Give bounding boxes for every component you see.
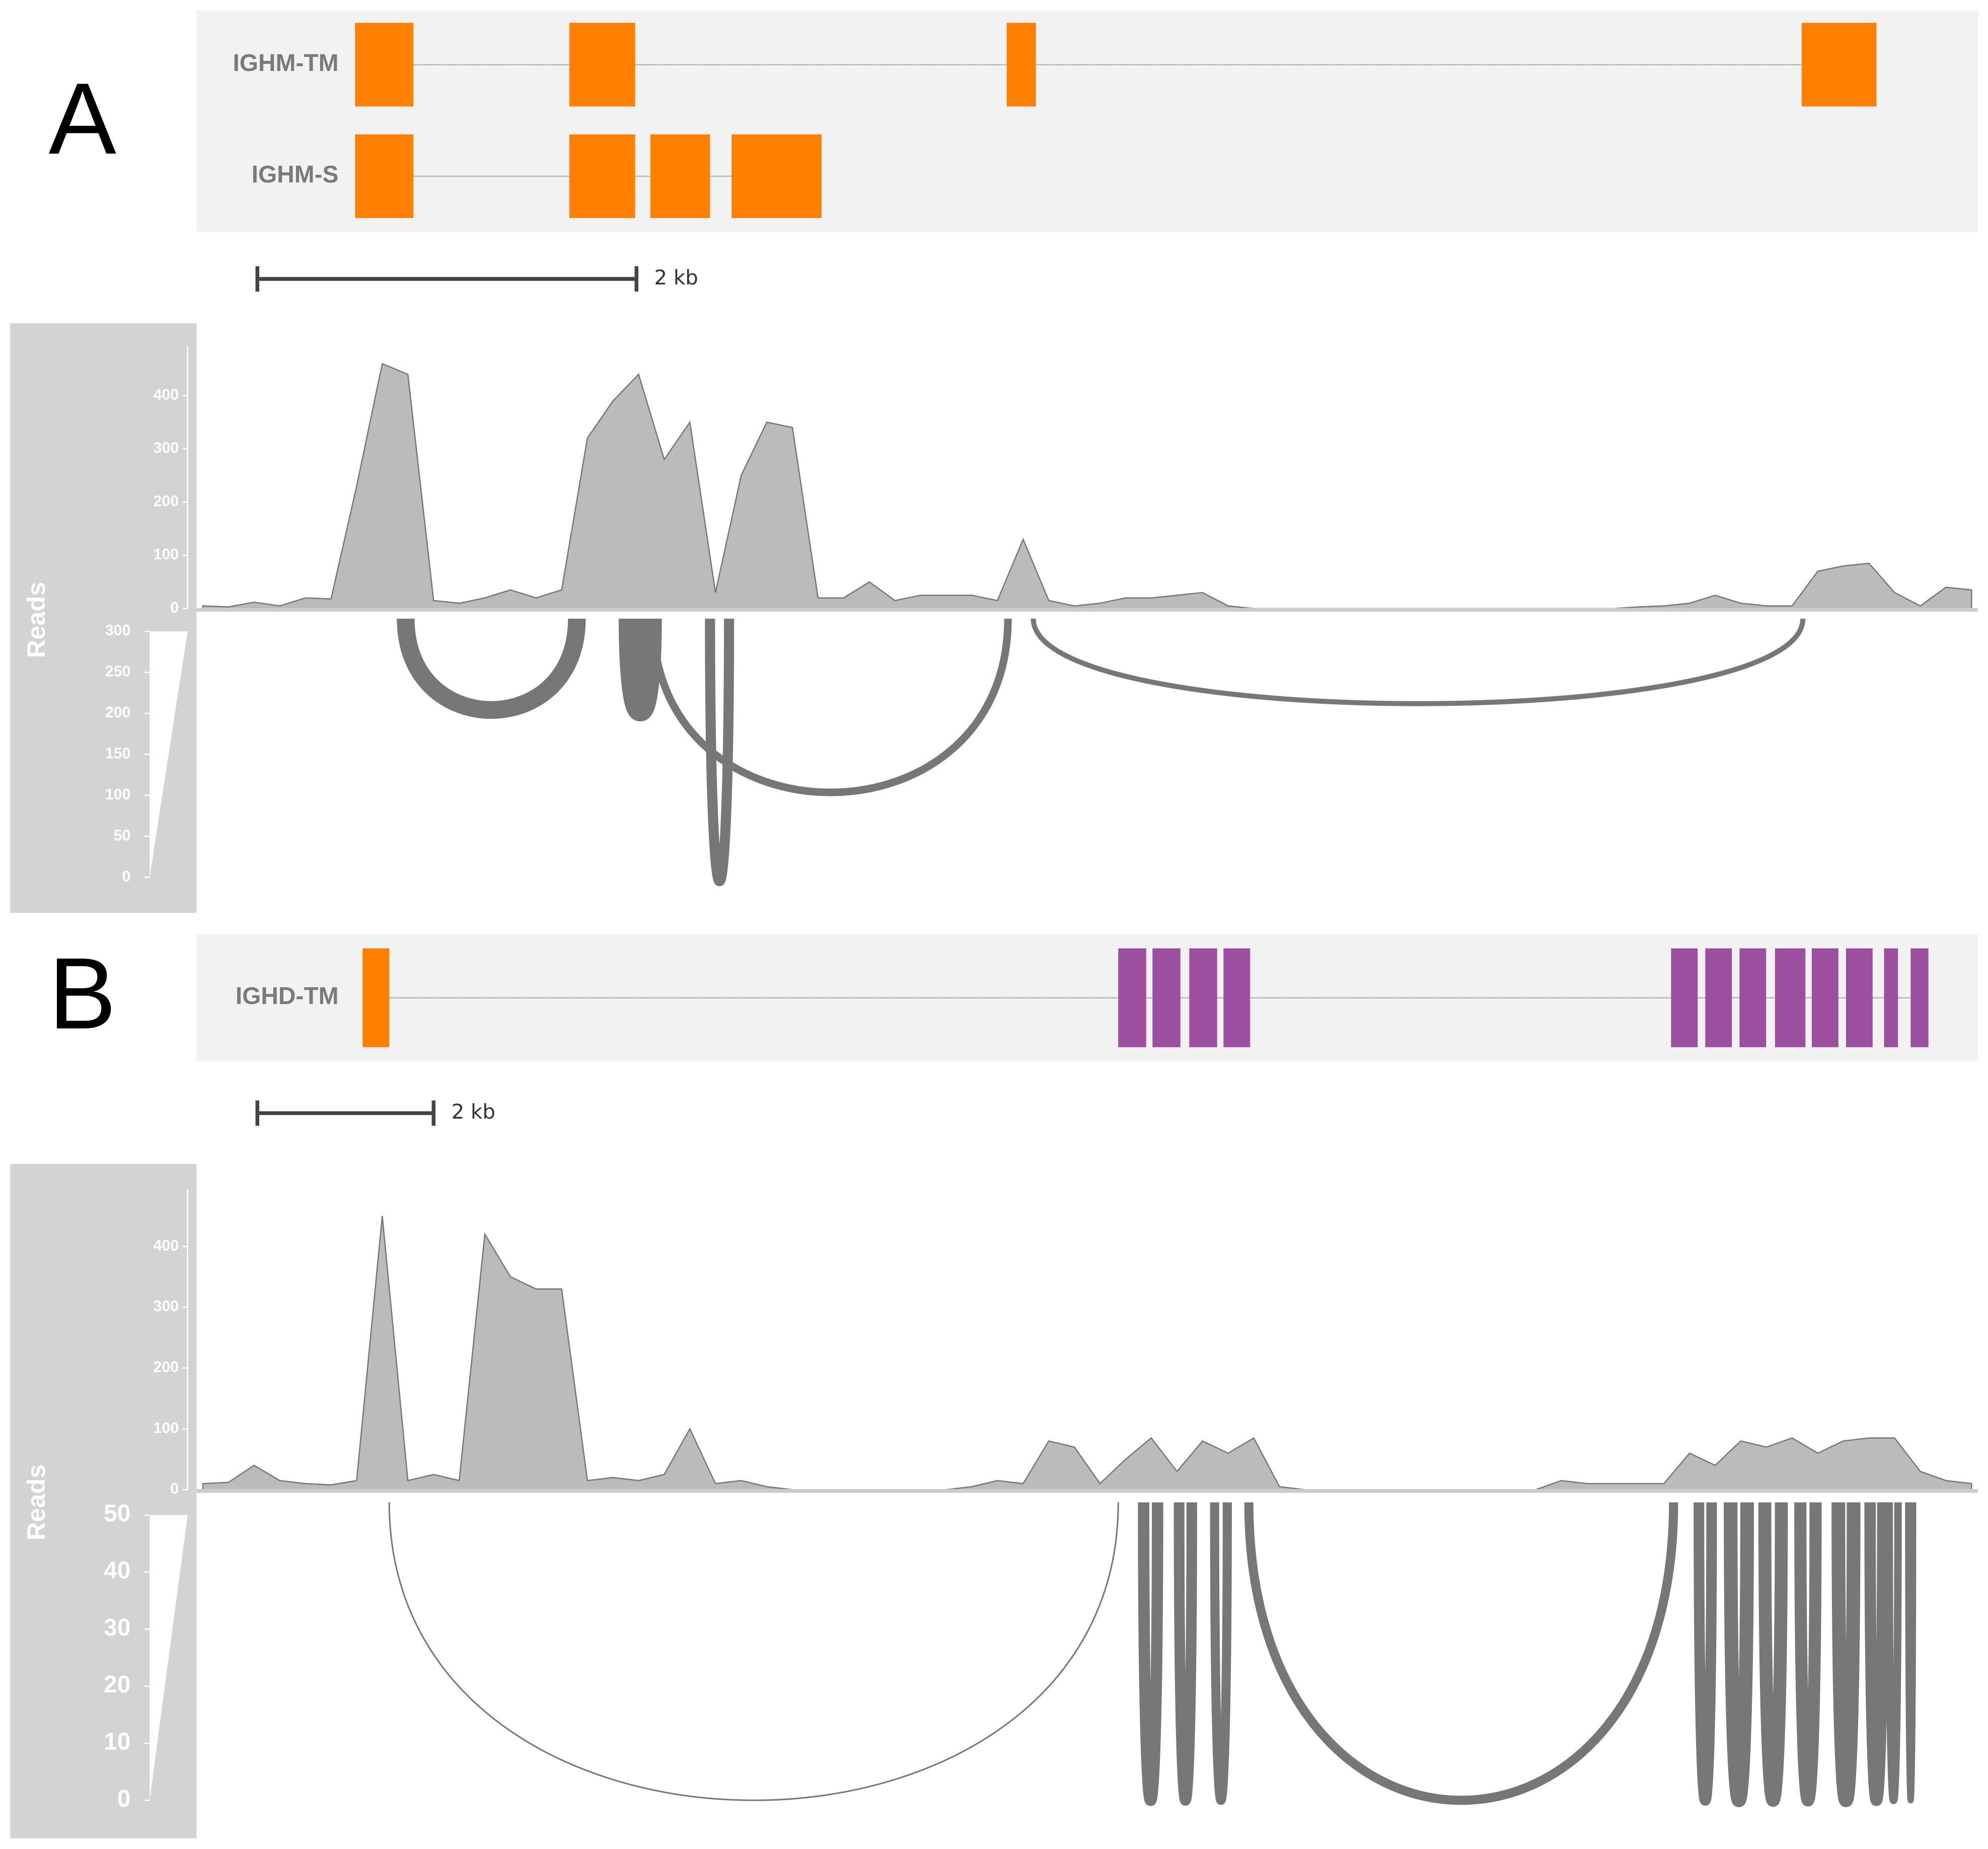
- junction-arc: [705, 619, 734, 886]
- junction-arc: [619, 619, 662, 721]
- junction-arc: [1905, 1502, 1917, 1804]
- junction-arc: [1210, 1502, 1232, 1805]
- coverage-area: [202, 362, 1972, 610]
- junction-arc: [1758, 1502, 1788, 1807]
- junction-tick-label: 50: [104, 1500, 130, 1527]
- junction-tick-label: 0: [117, 1786, 131, 1812]
- junction-tick-label: 20: [104, 1671, 130, 1698]
- exon: [569, 23, 635, 107]
- y-tick-label: 0: [170, 600, 179, 616]
- junction-tick-label: 40: [104, 1558, 130, 1584]
- exon: [1118, 948, 1146, 1048]
- exon: [1775, 948, 1806, 1048]
- exon: [731, 134, 822, 218]
- y-tick-label: 300: [154, 440, 179, 457]
- exon: [1152, 948, 1181, 1048]
- transcript-name: IGHD-TM: [236, 983, 339, 1010]
- panel-letter: B: [49, 937, 116, 1050]
- panel-letter: A: [49, 62, 116, 175]
- junction-arc: [1173, 1502, 1197, 1806]
- y-tick-label: 400: [154, 387, 179, 403]
- y-tick-label: 200: [154, 1359, 179, 1376]
- exon: [1223, 948, 1250, 1048]
- exon: [1705, 948, 1732, 1048]
- exon: [1811, 948, 1838, 1048]
- transcript-panel: [196, 10, 1978, 232]
- junction-arc: [1138, 1502, 1163, 1806]
- junction-tick-label: 250: [105, 663, 130, 680]
- y-tick-label: 200: [154, 493, 179, 509]
- y-tick-label: 400: [154, 1237, 179, 1254]
- junction-arc: [1244, 1502, 1678, 1805]
- junction-tick-label: 50: [114, 827, 131, 844]
- exon: [355, 134, 414, 218]
- reads-panel: [10, 1163, 197, 1838]
- y-tick-label: 100: [154, 546, 179, 563]
- junction-tick-label: 100: [105, 786, 130, 803]
- transcript-name: IGHM-TM: [233, 50, 339, 77]
- y-tick-label: 300: [154, 1298, 179, 1315]
- exon: [1801, 23, 1877, 107]
- junction-arc: [1831, 1502, 1861, 1807]
- exon: [1739, 948, 1766, 1048]
- junction-arc: [1030, 618, 1806, 706]
- exon: [569, 134, 635, 218]
- scale-label: 2 kb: [452, 1100, 495, 1124]
- junction-tick-label: 150: [105, 746, 130, 762]
- y-axis-label: Reads: [22, 582, 50, 658]
- coverage-area: [202, 1216, 1972, 1491]
- junction-tick-label: 0: [122, 868, 131, 885]
- y-tick-label: 100: [154, 1420, 179, 1436]
- exon: [355, 23, 414, 107]
- reads-panel: [10, 323, 197, 913]
- junction-arc: [1794, 1502, 1822, 1807]
- junction-arc: [1864, 1502, 1889, 1806]
- exon: [1910, 948, 1929, 1048]
- exon: [1884, 948, 1898, 1048]
- junction-arc: [1724, 1502, 1754, 1807]
- scale-label: 2 kb: [654, 266, 698, 289]
- junction-arc: [649, 619, 1012, 796]
- exon: [1006, 23, 1036, 107]
- junction-arc: [1694, 1502, 1717, 1806]
- junction-tick-label: 300: [105, 622, 130, 639]
- junction-arc: [388, 1502, 1119, 1801]
- junction-tick-label: 30: [104, 1614, 130, 1641]
- exon: [362, 948, 390, 1048]
- exon: [1846, 948, 1873, 1048]
- exon: [1671, 948, 1698, 1048]
- junction-tick-label: 10: [104, 1729, 130, 1755]
- transcript-name: IGHM-S: [252, 162, 339, 188]
- y-tick-label: 0: [170, 1481, 179, 1497]
- exon: [650, 134, 710, 218]
- y-axis-label: Reads: [22, 1464, 50, 1540]
- junction-tick-label: 200: [105, 704, 130, 721]
- junction-arc: [1885, 1502, 1902, 1804]
- junction-arc: [397, 618, 586, 719]
- exon: [1189, 948, 1217, 1048]
- junction-scale: [150, 1515, 188, 1801]
